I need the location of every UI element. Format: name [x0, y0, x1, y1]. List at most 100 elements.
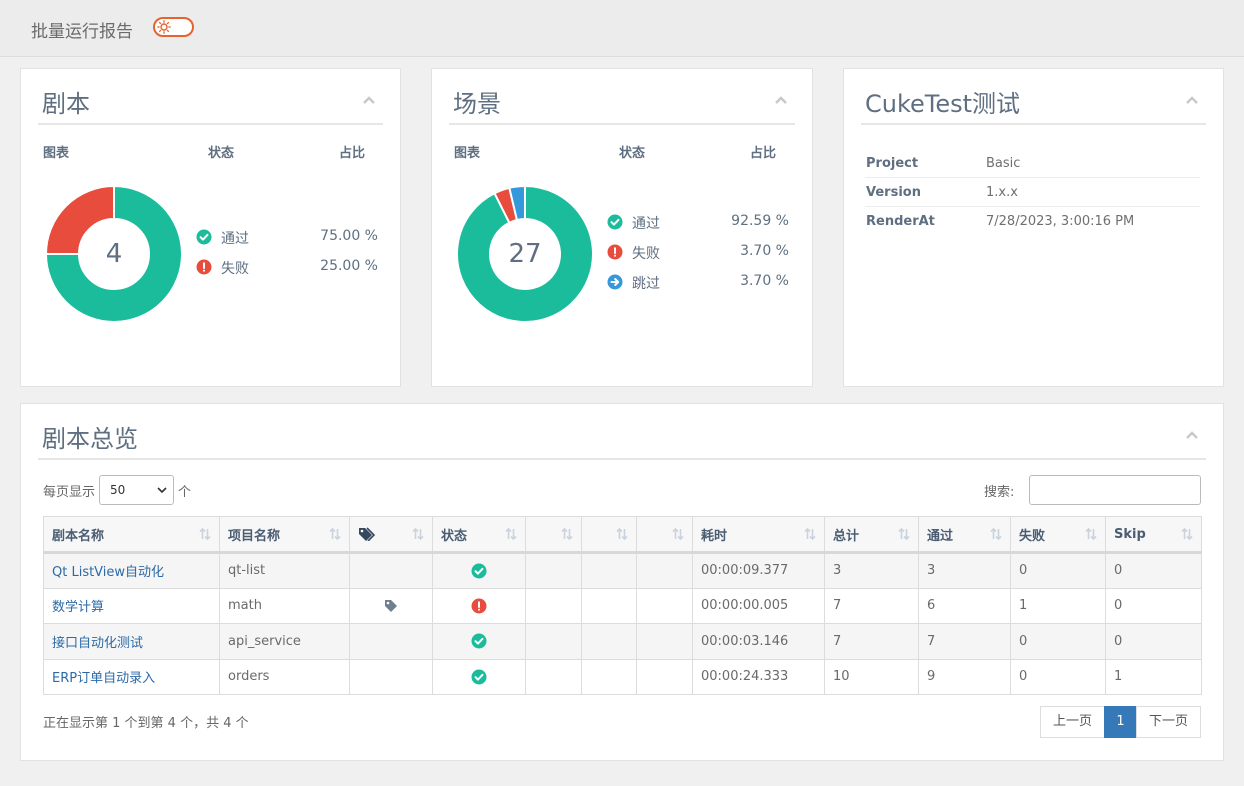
info-key: Version: [866, 185, 921, 200]
header-passed[interactable]: 通过: [918, 516, 1011, 554]
cell-failed: 1: [1010, 587, 1106, 624]
scenarios-total: 27: [508, 239, 542, 269]
info-key: Project: [866, 156, 919, 171]
collapse-icon[interactable]: [362, 95, 376, 105]
feature-link[interactable]: ERP订单自动录入: [52, 671, 156, 687]
header-duration[interactable]: 耗时: [692, 516, 825, 554]
header-skip[interactable]: Skip: [1105, 516, 1202, 554]
sort-icon: [199, 528, 211, 540]
header-label: 通过: [927, 528, 954, 544]
feature-link[interactable]: 接口自动化测试: [52, 635, 144, 651]
column-chart: 图表: [454, 146, 481, 161]
scenarios-panel: 场景 图表 状态 占比 27 通过 92.59 % 失败 3.70 % 跳过 3.70 %: [431, 68, 813, 387]
cell-project: orders: [219, 658, 350, 695]
info-row-renderat: RenderAt 7/28/2023, 3:00:16 PM: [865, 207, 1200, 236]
donut-slice-failed[interactable]: [45, 185, 115, 255]
cell-empty: [525, 587, 582, 624]
cell-skip: 0: [1105, 552, 1202, 589]
cell-empty: [581, 552, 637, 589]
cell-empty: [525, 552, 582, 589]
panel-title: 场景: [453, 90, 501, 118]
legend-label: 失败: [221, 261, 249, 277]
table-row: ERP订单自动录入 orders 00:00:24.333 10 9 0 1: [43, 658, 1202, 695]
search-input[interactable]: [1029, 475, 1201, 505]
cell-empty: [636, 623, 693, 660]
cell-total: 10: [824, 658, 919, 695]
prev-page-button[interactable]: 上一页: [1040, 706, 1105, 738]
legend-item-failed: 失败 25.00 %: [196, 257, 378, 277]
sort-icon: [412, 528, 424, 540]
feature-link[interactable]: 数学计算: [52, 600, 105, 616]
header-failed[interactable]: 失败: [1010, 516, 1106, 554]
info-value: 7/28/2023, 3:00:16 PM: [986, 214, 1135, 229]
check-circle-icon: [607, 214, 623, 230]
cell-status: [432, 623, 526, 660]
check-circle-icon: [471, 669, 487, 685]
sun-icon: [157, 20, 171, 34]
header-feature-name[interactable]: 剧本名称: [43, 516, 220, 554]
cell-empty: [581, 623, 637, 660]
header-label: 耗时: [701, 528, 728, 544]
cell-tags: [349, 623, 433, 660]
header-tags[interactable]: [349, 516, 433, 554]
sort-icon: [1181, 528, 1193, 540]
panel-title: CukeTest测试: [865, 90, 1021, 118]
search-label: 搜索:: [984, 485, 1015, 500]
next-page-button[interactable]: 下一页: [1136, 706, 1201, 738]
cell-status: [432, 658, 526, 695]
app-title: 批量运行报告: [31, 22, 133, 42]
exclamation-circle-icon: [607, 244, 623, 260]
legend-item-passed: 通过 75.00 %: [196, 227, 378, 247]
table-info: 正在显示第 1 个到第 4 个，共 4 个: [43, 716, 249, 731]
tag-icon[interactable]: [384, 599, 398, 613]
info-key: RenderAt: [866, 214, 935, 229]
divider: [861, 123, 1206, 125]
cell-duration: 00:00:00.005: [692, 587, 825, 624]
legend-percent: 25.00 %: [320, 258, 378, 274]
legend-percent: 92.59 %: [731, 213, 789, 229]
cell-total: 3: [824, 552, 919, 589]
cell-total: 7: [824, 623, 919, 660]
feature-link[interactable]: Qt ListView自动化: [52, 565, 165, 581]
cell-total: 7: [824, 587, 919, 624]
divider: [38, 123, 383, 125]
header-status[interactable]: 状态: [432, 516, 526, 554]
page-size-select[interactable]: 50: [99, 475, 174, 505]
cell-failed: 0: [1010, 623, 1106, 660]
cell-project: api_service: [219, 623, 350, 660]
page-1-button[interactable]: 1: [1104, 706, 1137, 738]
cell-feature-name: ERP订单自动录入: [43, 658, 220, 695]
legend-item-failed: 失败 3.70 %: [607, 242, 789, 262]
collapse-icon[interactable]: [1185, 430, 1199, 440]
header-col-7[interactable]: [636, 516, 693, 554]
cell-skip: 0: [1105, 623, 1202, 660]
info-row-version: Version 1.x.x: [865, 178, 1200, 207]
column-status: 状态: [208, 146, 235, 161]
donut-slice-skipped[interactable]: [508, 185, 526, 222]
page-size-prefix: 每页显示: [43, 485, 96, 500]
cell-empty: [525, 658, 582, 695]
sort-icon: [561, 528, 573, 540]
header-total[interactable]: 总计: [824, 516, 919, 554]
donut-slice-passed[interactable]: [456, 185, 594, 323]
cell-empty: [636, 552, 693, 589]
info-value: 1.x.x: [986, 185, 1018, 200]
cell-passed: 7: [918, 623, 1011, 660]
features-panel: 剧本 图表 状态 占比 4 通过 75.00 % 失败 25.00 %: [20, 68, 401, 387]
cell-empty: [581, 587, 637, 624]
collapse-icon[interactable]: [774, 95, 788, 105]
header-label: 状态: [441, 528, 468, 544]
header-project-name[interactable]: 项目名称: [219, 516, 350, 554]
donut-slice-passed[interactable]: [45, 185, 183, 323]
sort-icon: [672, 528, 684, 540]
header-col-5[interactable]: [525, 516, 582, 554]
collapse-icon[interactable]: [1185, 95, 1199, 105]
header-col-6[interactable]: [581, 516, 637, 554]
cell-skip: 1: [1105, 658, 1202, 695]
theme-toggle[interactable]: [153, 17, 194, 37]
sort-icon: [898, 528, 910, 540]
sort-icon: [616, 528, 628, 540]
cell-feature-name: 数学计算: [43, 587, 220, 624]
cell-status: [432, 587, 526, 624]
tags-icon: [359, 527, 376, 542]
